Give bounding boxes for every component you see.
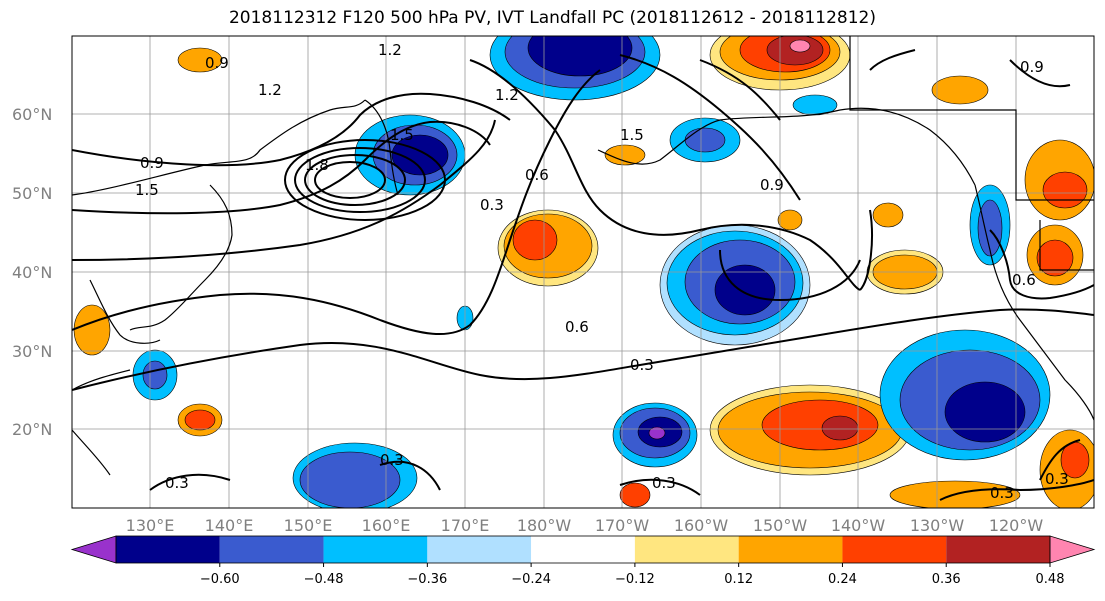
contour-label: 0.9 (760, 176, 784, 194)
colorbar-tick-label: −0.60 (200, 572, 240, 587)
lon-label: 150°E (284, 516, 333, 535)
lat-label: 60°N (12, 105, 52, 124)
colorbar-segment (219, 536, 324, 563)
contour-label: 0.9 (140, 154, 164, 172)
lon-label: 130°E (126, 516, 175, 535)
colorbar-tick-label: −0.36 (407, 572, 447, 587)
contour-label: 0.3 (630, 356, 654, 374)
lon-label: 160°E (362, 516, 411, 535)
contour-label: 0.6 (565, 318, 589, 336)
lon-label: 120°W (989, 516, 1044, 535)
map-title: 2018112312 F120 500 hPa PV, IVT Landfall… (228, 8, 876, 28)
contour-label: 1.8 (305, 156, 329, 174)
contour-label: 1.5 (620, 126, 644, 144)
map-frame (71, 35, 1095, 509)
colorbar-segment (842, 536, 947, 563)
contour-label: 0.3 (652, 474, 676, 492)
lat-label: 20°N (12, 420, 52, 439)
contour-label: 1.5 (390, 126, 414, 144)
colorbar-tick-label: 0.24 (828, 572, 857, 587)
colorbar-segment (427, 536, 532, 563)
colorbar-segment (116, 536, 220, 563)
contour-label: 0.3 (165, 474, 189, 492)
contour-label: 0.6 (525, 166, 549, 184)
lon-label: 160°W (674, 516, 729, 535)
map-panel: 0.9 1.2 1.2 0.9 1.5 1.8 1.5 1.2 1.5 0.9 … (72, 36, 1094, 508)
contour-label: 0.3 (990, 484, 1014, 502)
contour-label: 0.3 (1045, 470, 1069, 488)
colorbar-segment (738, 536, 843, 563)
colorbar-segment (634, 536, 739, 563)
coastlines (72, 36, 1094, 476)
lon-label: 170°E (441, 516, 490, 535)
contour-label: 1.2 (258, 81, 282, 99)
colorbar-segment (531, 536, 635, 563)
lon-label: 180°W (517, 516, 572, 535)
lon-label: 130°W (910, 516, 965, 535)
lat-label: 30°N (12, 342, 52, 361)
contour-label: 0.9 (1020, 58, 1044, 76)
lat-label: 40°N (12, 263, 52, 282)
contour-label: 1.5 (135, 181, 159, 199)
longitude-labels: 130°E 140°E 150°E 160°E 170°E 180°W 170°… (126, 516, 1044, 535)
contour-label: 1.2 (495, 86, 519, 104)
colorbar-tick-label: 0.12 (724, 572, 753, 587)
colorbar: −0.60 −0.48 −0.36 −0.24 −0.12 0.12 0.24 0.36 0.4… (70, 535, 1096, 587)
lat-label: 50°N (12, 184, 52, 203)
colorbar-tick-label: 0.36 (932, 572, 961, 587)
colorbar-frame (115, 535, 1051, 564)
colorbar-extend-low (70, 535, 117, 564)
lon-label: 150°W (753, 516, 808, 535)
pv-contours (72, 49, 1094, 501)
contour-label: 1.2 (378, 41, 402, 59)
lon-label: 170°W (595, 516, 650, 535)
colorbar-extend-high (1049, 535, 1096, 564)
lon-label: 140°W (831, 516, 886, 535)
colorbar-segment (323, 536, 428, 563)
colorbar-tick-label: −0.24 (511, 572, 551, 587)
colorbar-tick-label: 0.48 (1036, 572, 1065, 587)
colorbar-tick-label: −0.48 (304, 572, 344, 587)
contour-label: 0.3 (480, 196, 504, 214)
lon-label: 140°E (205, 516, 254, 535)
contour-labels: 0.9 1.2 1.2 0.9 1.5 1.8 1.5 1.2 1.5 0.9 … (135, 41, 1069, 502)
contour-label: 0.3 (380, 451, 404, 469)
colorbar-segment (946, 536, 1050, 563)
colorbar-tick-label: −0.12 (615, 572, 655, 587)
latitude-labels: 60°N 50°N 40°N 30°N 20°N (12, 105, 52, 439)
contour-label: 0.9 (205, 54, 229, 72)
contour-label: 0.6 (1012, 271, 1036, 289)
